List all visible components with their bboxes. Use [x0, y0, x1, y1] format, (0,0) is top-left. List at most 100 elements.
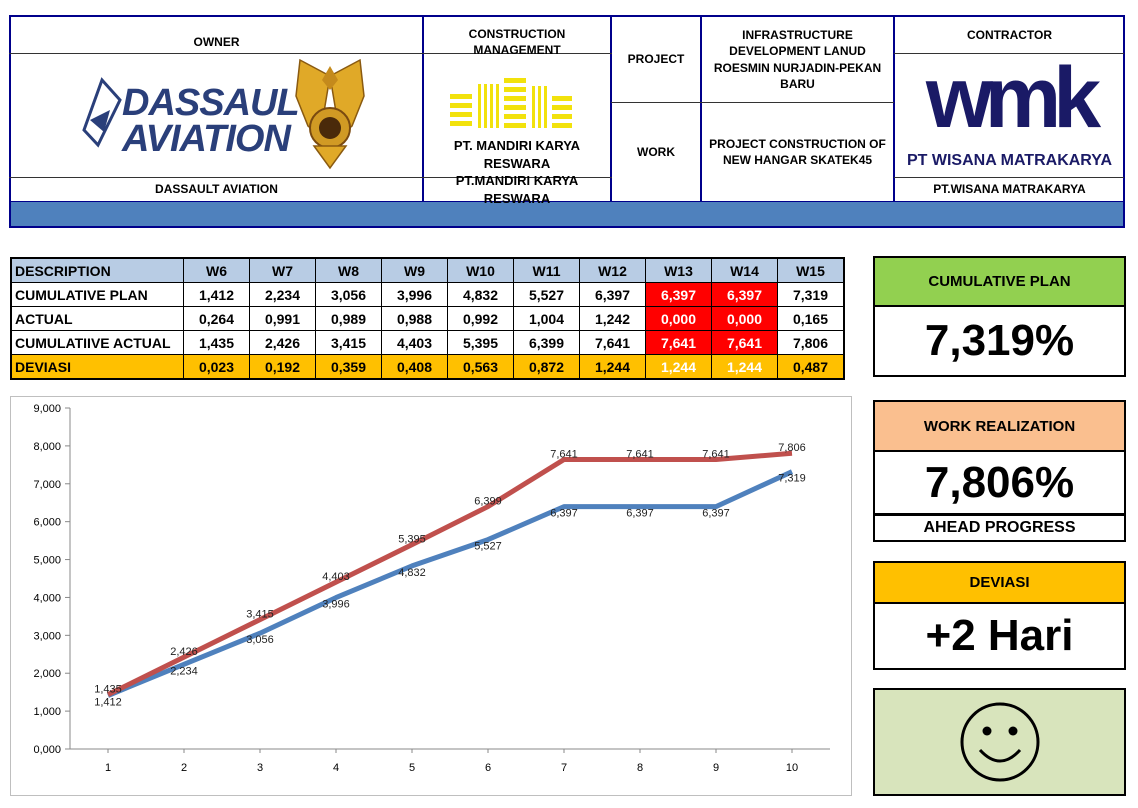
header-divider [611, 102, 894, 103]
table-cell: 0,992 [447, 306, 514, 331]
table-cell: 3,996 [381, 282, 448, 307]
data-label: 6,397 [702, 508, 730, 520]
x-tick-label: 9 [713, 762, 719, 774]
table-cell: 2,426 [249, 330, 316, 355]
data-label: 7,641 [626, 448, 654, 460]
owner-name: DASSAULT AVIATION [155, 182, 278, 197]
table-cell: 2,234 [249, 282, 316, 307]
table-cell: 0,989 [315, 306, 382, 331]
table-cell-highlight: 0,000 [711, 306, 778, 331]
table-row-plan: CUMULATIVE PLAN 1,412 2,234 3,056 3,996 … [10, 282, 845, 307]
owner-logo-text-1: DASSAULT [122, 82, 319, 124]
table-row-label: CUMULATIVE PLAN [10, 282, 184, 307]
y-tick-label: 6,000 [33, 517, 61, 529]
table-cell-highlight: 7,641 [711, 330, 778, 355]
header-band [9, 201, 1125, 228]
contractor-label: CONTRACTOR [966, 27, 1053, 42]
table-cell: 6,397 [579, 282, 646, 307]
x-tick-label: 6 [485, 762, 491, 774]
table-cell: 1,244 [579, 354, 646, 380]
x-tick-label: 3 [257, 762, 263, 774]
buildings-icon [450, 78, 572, 128]
table-cell: 7,641 [579, 330, 646, 355]
table-row-actual: ACTUAL 0,264 0,991 0,989 0,988 0,992 1,0… [10, 306, 845, 331]
deviation-panel-title: DEVIASI [873, 561, 1126, 604]
y-tick-label: 0,000 [33, 744, 61, 756]
table-row-deviasi: DEVIASI 0,023 0,192 0,359 0,408 0,563 0,… [10, 354, 845, 380]
table-header-cell: W14 [711, 257, 778, 283]
table-header-row: DESCRIPTION W6 W7 W8 W9 W10 W11 W12 W13 … [10, 257, 845, 283]
plan-panel-value: 7,319% [873, 307, 1126, 377]
table-cell: 7,319 [777, 282, 845, 307]
table-cell: 0,264 [183, 306, 250, 331]
table-cell: 0,988 [381, 306, 448, 331]
x-tick-label: 4 [333, 762, 339, 774]
table-cell: 0,023 [183, 354, 250, 380]
table-cell: 4,832 [447, 282, 514, 307]
data-label: 3,056 [246, 634, 274, 646]
header-divider [9, 177, 612, 178]
plan-panel-title: CUMULATIVE PLAN [873, 256, 1126, 307]
y-tick-label: 7,000 [33, 479, 61, 491]
y-tick-label: 1,000 [33, 706, 61, 718]
project-value: INFRASTRUCTURE DEVELOPMENT LANUD ROESMIN… [713, 28, 882, 91]
table-row-label: CUMULATIIVE ACTUAL [10, 330, 184, 355]
table-header-cell: DESCRIPTION [10, 257, 184, 283]
header-divider [610, 15, 612, 201]
table-header-cell: W12 [579, 257, 646, 283]
data-label: 7,641 [702, 448, 730, 460]
s-curve-chart: 0,000 1,000 2,000 3,000 4,000 5,000 6,000 7,000… [33, 403, 830, 774]
y-tick-label: 2,000 [33, 668, 61, 680]
work-label: WORK [637, 144, 675, 159]
realization-panel-title: WORK REALIZATION [873, 400, 1126, 452]
data-label: 7,319 [778, 473, 806, 485]
table-header-cell: W8 [315, 257, 382, 283]
data-label: 7,641 [550, 448, 578, 460]
header-divider [894, 177, 1124, 178]
table-header-cell: W9 [381, 257, 448, 283]
series-line-2 [106, 450, 793, 697]
dassault-emblem-icon [82, 77, 122, 148]
x-tick-label: 10 [786, 762, 798, 774]
dassault-logo: DASSAULT AVIATION [80, 70, 319, 160]
data-label: 5,395 [398, 534, 426, 546]
data-label: 3,996 [322, 599, 350, 611]
status-panel [873, 688, 1126, 796]
owner-label: OWNER [193, 34, 240, 49]
table-row-label: DEVIASI [10, 354, 184, 380]
smiley-face-icon [960, 702, 1039, 782]
table-cell: 1,004 [513, 306, 580, 331]
x-tick-label: 7 [561, 762, 567, 774]
x-tick-label: 5 [409, 762, 415, 774]
table-cell-highlight: 1,244 [645, 354, 712, 380]
work-value: PROJECT CONSTRUCTION OF NEW HANGAR SKATE… [709, 136, 886, 167]
table-header-cell: W10 [447, 257, 514, 283]
table-cell-highlight: 6,397 [711, 282, 778, 307]
table-cell: 4,403 [381, 330, 448, 355]
data-label: 1,412 [94, 697, 122, 709]
table-cell: 0,359 [315, 354, 382, 380]
series-line-1 [107, 469, 794, 698]
table-cell: 3,056 [315, 282, 382, 307]
header-divider [422, 15, 424, 201]
table-cell-highlight: 7,641 [645, 330, 712, 355]
cm-name: PT.MANDIRI KARYA RESWARA [455, 172, 579, 206]
table-cell: 1,242 [579, 306, 646, 331]
data-label: 1,435 [94, 684, 122, 696]
table-cell-highlight: 0,000 [645, 306, 712, 331]
header-divider [893, 15, 895, 201]
y-tick-label: 8,000 [33, 441, 61, 453]
table-row-cumulative-actual: CUMULATIIVE ACTUAL 1,435 2,426 3,415 4,4… [10, 330, 845, 355]
chart-frame [10, 396, 852, 796]
table-cell: 0,408 [381, 354, 448, 380]
table-header-cell: W6 [183, 257, 250, 283]
table-cell: 7,806 [777, 330, 845, 355]
progress-table: DESCRIPTION W6 W7 W8 W9 W10 W11 W12 W13 … [10, 257, 845, 380]
table-cell: 0,563 [447, 354, 514, 380]
y-tick-label: 3,000 [33, 630, 61, 642]
table-cell: 0,192 [249, 354, 316, 380]
cm-label: CONSTRUCTION MANAGEMENT [468, 26, 566, 57]
data-label: 2,234 [170, 665, 198, 677]
header-divider [894, 53, 1124, 54]
y-tick-label: 4,000 [33, 592, 61, 604]
